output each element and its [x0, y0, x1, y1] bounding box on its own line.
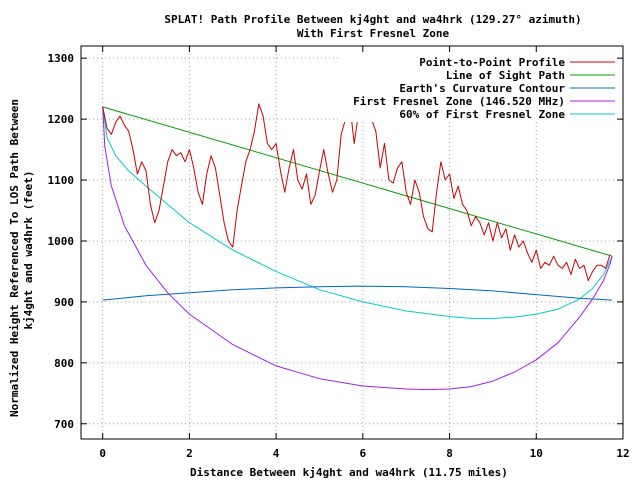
x-tick-label: 12	[616, 447, 629, 460]
plot-frame	[80, 45, 624, 440]
x-tick-label: 2	[186, 447, 193, 460]
axis-ticks: 0 2 4 6 8 10 12 700 800 900 1000 1100 1200 1300	[48, 46, 630, 460]
x-axis-label: Distance Between kj4ght and wa4hrk (11.7…	[190, 466, 508, 479]
series-line-0	[102, 65, 611, 282]
y-axis-label-line-2: kj4ght and wa4hrk (feet)	[22, 171, 35, 330]
y-tick-label: 1300	[48, 52, 75, 65]
y-tick-label: 700	[54, 418, 74, 431]
chart-title: SPLAT! Path Profile Between kj4ght and w…	[164, 13, 581, 26]
y-tick-label: 800	[54, 357, 74, 370]
legend-label: 60% of First Fresnel Zone	[399, 108, 565, 121]
y-tick-label: 900	[54, 296, 74, 309]
x-tick-label: 6	[360, 447, 367, 460]
legend-label: First Fresnel Zone (146.520 MHz)	[353, 95, 565, 108]
y-tick-label: 1100	[48, 174, 75, 187]
x-tick-label: 8	[446, 447, 453, 460]
x-tick-label: 4	[273, 447, 280, 460]
legend-label: Point-to-Point Profile	[419, 56, 565, 69]
y-tick-label: 1000	[48, 235, 75, 248]
x-tick-label: 0	[99, 447, 106, 460]
series-line-4	[102, 106, 613, 319]
legend-label: Earth's Curvature Contour	[399, 82, 565, 95]
series-line-1	[102, 106, 613, 257]
y-tick-label: 1200	[48, 113, 75, 126]
legend-background	[338, 52, 616, 122]
x-tick-label: 10	[530, 447, 543, 460]
chart-subtitle: With First Fresnel Zone	[297, 27, 450, 40]
series-line-3	[102, 106, 613, 391]
y-axis-label-line-1: Normalized Height Referenced To LOS Path…	[8, 99, 21, 417]
legend-label: Line of Sight Path	[446, 69, 565, 82]
series-line-2	[102, 285, 613, 301]
plot-series	[102, 65, 613, 391]
